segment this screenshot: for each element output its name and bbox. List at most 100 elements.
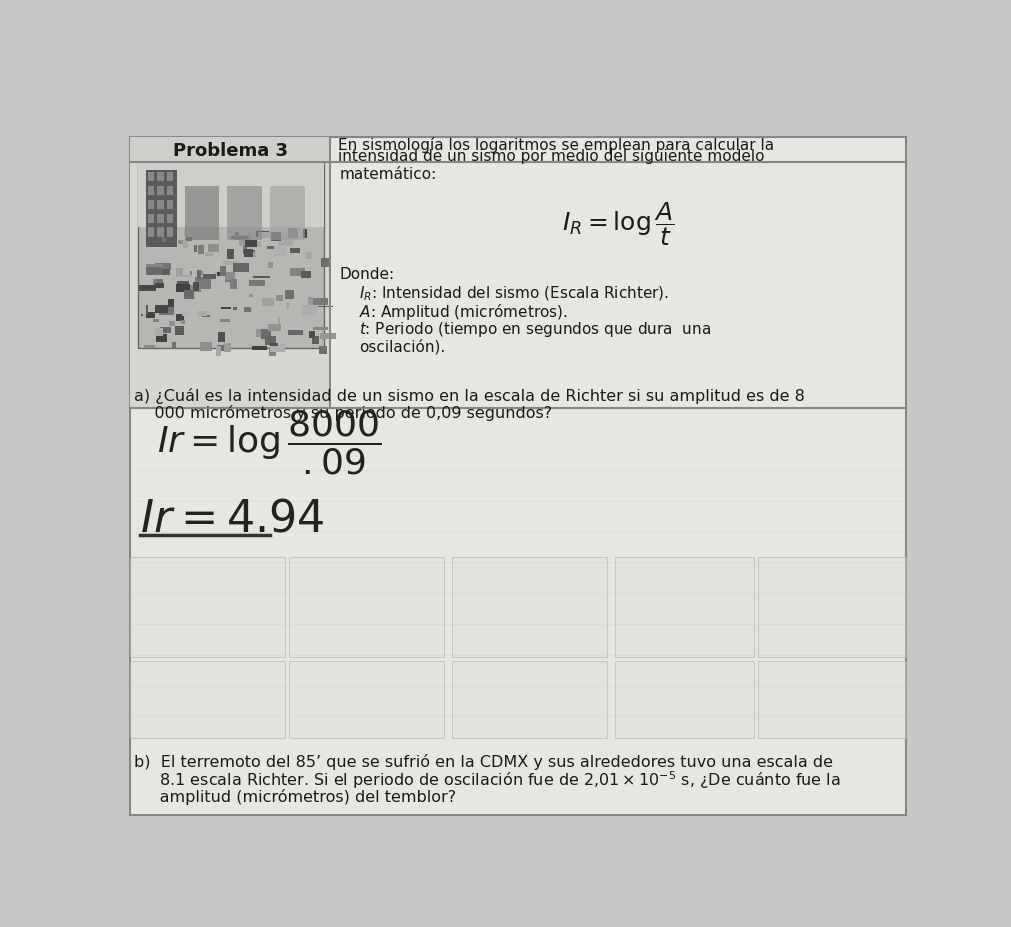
Bar xyxy=(278,317,280,325)
Bar xyxy=(268,324,281,332)
Bar xyxy=(303,230,306,239)
Bar xyxy=(224,273,235,283)
Bar xyxy=(301,272,310,278)
Bar xyxy=(173,343,176,349)
Bar xyxy=(146,171,177,248)
Bar xyxy=(223,344,231,352)
Bar xyxy=(186,238,191,242)
Bar xyxy=(294,271,297,275)
Bar xyxy=(194,246,197,253)
Bar xyxy=(234,308,237,311)
Text: En sismología los logaritmos se emplean para calcular la: En sismología los logaritmos se emplean … xyxy=(338,137,774,153)
Bar xyxy=(155,306,168,313)
Bar xyxy=(302,306,317,315)
Bar xyxy=(167,172,173,182)
Bar xyxy=(222,261,239,266)
Bar xyxy=(162,238,166,243)
Bar xyxy=(245,308,251,313)
Bar xyxy=(140,286,156,291)
Bar xyxy=(452,557,607,657)
Bar xyxy=(276,296,283,302)
Bar xyxy=(312,337,319,345)
Bar xyxy=(289,557,444,657)
Text: $I_R = \log\dfrac{A}{t}$: $I_R = \log\dfrac{A}{t}$ xyxy=(562,200,674,248)
Bar xyxy=(270,345,285,353)
Bar xyxy=(285,290,293,299)
Bar xyxy=(287,331,303,336)
Bar xyxy=(156,264,171,271)
Bar xyxy=(239,236,251,247)
Bar xyxy=(194,278,206,287)
Bar xyxy=(320,334,337,339)
Bar xyxy=(185,286,201,292)
Bar xyxy=(130,557,285,657)
Bar xyxy=(167,214,173,223)
Bar xyxy=(227,186,262,240)
Bar xyxy=(178,275,192,278)
Bar xyxy=(288,229,298,239)
Bar xyxy=(176,285,190,292)
Bar xyxy=(148,186,155,196)
Bar xyxy=(198,272,203,276)
Bar xyxy=(452,661,607,738)
Text: intensidad de un sismo por medio del siguiente modelo: intensidad de un sismo por medio del sig… xyxy=(338,149,764,164)
Bar xyxy=(155,280,164,286)
Bar xyxy=(263,298,274,306)
Bar xyxy=(184,230,186,238)
Bar xyxy=(275,250,279,257)
Bar xyxy=(156,335,167,343)
Bar xyxy=(252,253,256,258)
Text: amplitud (micrómetros) del temblor?: amplitud (micrómetros) del temblor? xyxy=(134,789,456,805)
Bar xyxy=(148,214,155,223)
Bar xyxy=(317,306,333,308)
Bar xyxy=(311,298,328,305)
Text: 8.1 escala Richter. Si el periodo de oscilación fue de $2{,}01 \times 10^{-5}$ s: 8.1 escala Richter. Si el periodo de osc… xyxy=(134,768,841,790)
Bar xyxy=(256,232,269,238)
Bar xyxy=(758,557,906,657)
Text: $I_R$: Intensidad del sismo (Escala Richter).: $I_R$: Intensidad del sismo (Escala Rich… xyxy=(359,285,669,303)
Bar xyxy=(159,308,174,316)
Bar xyxy=(615,557,754,657)
Text: a) ¿Cuál es la intensidad de un sismo en la escala de Richter si su amplitud es : a) ¿Cuál es la intensidad de un sismo en… xyxy=(134,387,805,404)
Bar xyxy=(158,186,164,196)
Bar xyxy=(184,186,219,240)
Bar xyxy=(215,347,220,357)
Bar xyxy=(183,239,188,248)
Bar xyxy=(265,337,276,346)
Bar xyxy=(235,233,239,241)
Text: Problema 3: Problema 3 xyxy=(173,142,288,159)
Bar xyxy=(145,346,156,349)
Bar xyxy=(200,343,211,351)
Bar xyxy=(137,163,324,349)
Bar xyxy=(158,200,164,210)
Bar xyxy=(216,346,228,352)
Bar xyxy=(219,320,229,323)
Bar xyxy=(249,281,265,286)
Bar xyxy=(197,271,201,280)
Bar xyxy=(243,243,248,252)
Bar xyxy=(224,280,233,283)
Bar xyxy=(148,228,155,237)
Bar xyxy=(758,661,906,738)
Bar xyxy=(286,303,288,310)
Bar xyxy=(148,172,155,182)
Text: oscilación).: oscilación). xyxy=(359,339,445,354)
Bar xyxy=(253,277,270,279)
Bar xyxy=(290,248,300,253)
Bar xyxy=(205,253,213,257)
Bar xyxy=(146,306,148,314)
Bar xyxy=(158,172,164,182)
Bar xyxy=(153,280,158,286)
Bar xyxy=(221,308,232,310)
Bar xyxy=(615,661,754,738)
Bar xyxy=(267,247,274,250)
Bar xyxy=(196,279,211,289)
Bar xyxy=(184,291,194,299)
Bar xyxy=(155,270,171,276)
Bar xyxy=(177,282,189,286)
Bar xyxy=(178,241,183,245)
Bar xyxy=(155,284,165,288)
Bar xyxy=(320,259,332,268)
Bar xyxy=(231,279,237,289)
Bar xyxy=(271,233,281,242)
